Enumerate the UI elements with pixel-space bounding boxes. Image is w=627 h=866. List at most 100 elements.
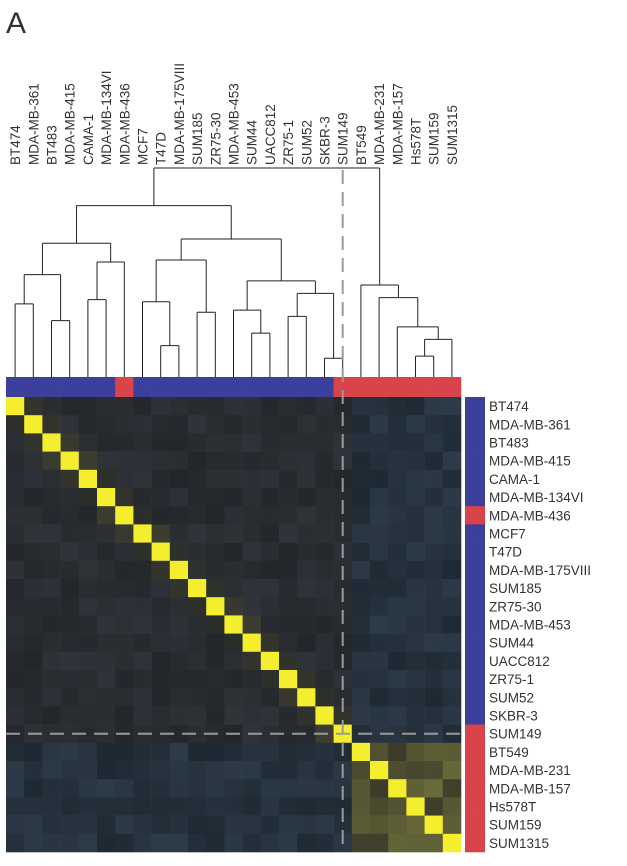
heatmap-cell-BT474-T47D [151,397,171,416]
heatmap-cell-MDA-MB-231-CAMA-1 [78,761,98,780]
col-label-CAMA-1: CAMA-1 [81,114,96,165]
heatmap-cell-SUM44-T47D [151,633,171,653]
col-label-SUM159: SUM159 [427,112,442,165]
cluster-cut-lines [6,170,465,852]
heatmap-cell-UACC812-MDA-MB-453 [224,651,243,671]
cluster-bar-top-SKBR-3 [315,377,334,397]
heatmap-cell-BT483-MDA-MB-157 [388,433,407,452]
heatmap-cell-BT474-SUM159 [424,397,444,416]
heatmap-cell-MCF7-MDA-MB-415 [60,524,80,543]
heatmap-cell-SUM1315-ZR75-1 [279,833,298,853]
heatmap-cell-MDA-MB-231-MDA-MB-231 [370,761,389,780]
heatmap-cell-ZR75-30-MDA-MB-361 [24,597,43,616]
heatmap-cell-SUM52-MDA-MB-361 [24,688,43,707]
heatmap-cell-MDA-MB-134VI-SKBR-3 [315,488,334,507]
heatmap-cell-ZR75-1-BT474 [6,670,25,689]
cluster-bar-right-SUM52 [465,688,485,707]
cluster-bar-right-MDA-MB-231 [465,761,485,780]
heatmap-cell-SUM185-CAMA-1 [78,579,98,598]
cluster-bar-right-MDA-MB-157 [465,779,485,798]
heatmap-cell-T47D-MDA-MB-361 [24,542,43,562]
heatmap-cell-MDA-MB-231-MDA-MB-361 [24,761,43,780]
heatmap-cell-MDA-MB-453-MDA-MB-453 [224,615,243,634]
heatmap-cell-SUM185-SUM52 [297,579,316,598]
cluster-bar-right-T47D [465,542,485,562]
heatmap-cell-SUM149-MDA-MB-231 [370,724,389,744]
heatmap-cell-SUM185-MDA-MB-415 [60,579,80,598]
heatmap-cell-MDA-MB-134VI-MDA-MB-157 [388,488,407,507]
heatmap-cell-SUM185-ZR75-30 [206,579,225,598]
heatmap-cell-MDA-MB-157-ZR75-1 [279,779,298,798]
heatmap-cell-CAMA-1-ZR75-30 [206,469,225,489]
heatmap-cell-MDA-MB-175VIII-BT549 [351,560,371,580]
heatmap-cell-MDA-MB-157-SUM1315 [442,779,462,798]
heatmap-cell-MDA-MB-453-MDA-MB-415 [60,615,80,634]
heatmap-cell-MDA-MB-453-UACC812 [260,615,280,634]
heatmap-cell-SUM159-MDA-MB-231 [370,815,389,835]
heatmap-cell-MDA-MB-157-T47D [151,779,171,798]
heatmap-cell-MDA-MB-415-MDA-MB-231 [370,451,389,471]
cluster-bar-top-MDA-MB-175VIII [169,377,189,397]
heatmap-cell-BT474-MDA-MB-361 [24,397,43,416]
heatmap-cell-BT483-UACC812 [260,433,280,452]
heatmap-cell-MDA-MB-157-Hs578T [406,779,425,798]
heatmap-cell-SUM159-UACC812 [260,815,280,835]
heatmap-cell-ZR75-30-MDA-MB-134VI [97,597,116,616]
heatmap-cell-SUM159-BT483 [42,815,61,835]
heatmap-cell-BT483-MCF7 [133,433,152,452]
heatmap-cell-SUM1315-SUM1315 [442,833,462,853]
heatmap-cell-MDA-MB-415-MDA-MB-415 [60,451,80,471]
heatmap-cell-T47D-MDA-MB-134VI [97,542,116,562]
heatmap-cell-MDA-MB-175VIII-SUM44 [242,560,262,580]
row-label-MDA-MB-453: MDA-MB-453 [489,618,571,633]
heatmap-cell-BT549-MDA-MB-231 [370,742,389,762]
heatmap-cell-ZR75-30-SUM185 [188,597,207,616]
col-label-Hs578T: Hs578T [409,118,424,165]
heatmap-cell-BT549-SUM44 [242,742,262,762]
heatmap-cell-MDA-MB-134VI-BT549 [351,488,371,507]
dendrogram [14,167,453,377]
heatmap-cell-Hs578T-MCF7 [133,797,152,816]
cluster-bar-right-SKBR-3 [465,706,485,725]
heatmap-cell-MDA-MB-175VIII-MDA-MB-157 [388,560,407,580]
heatmap-cell-MDA-MB-134VI-SUM149 [333,488,353,507]
row-label-MCF7: MCF7 [489,527,526,542]
heatmap-cell-MDA-MB-453-SUM185 [188,615,207,634]
heatmap-cell-MDA-MB-361-SKBR-3 [315,415,334,434]
heatmap-cell-UACC812-MDA-MB-231 [370,651,389,671]
heatmap-grid [6,397,462,853]
heatmap-cell-T47D-MDA-MB-436 [115,542,134,562]
heatmap-cell-MDA-MB-453-MDA-MB-436 [115,615,134,634]
heatmap-cell-SUM44-MDA-MB-453 [224,633,243,653]
col-label-SUM149: SUM149 [336,112,351,165]
heatmap-cell-MCF7-BT549 [351,524,371,543]
heatmap-cell-MDA-MB-231-SUM44 [242,761,262,780]
heatmap-cell-MDA-MB-436-MDA-MB-134VI [97,506,116,525]
heatmap-cell-MDA-MB-415-SUM185 [188,451,207,471]
heatmap-cell-T47D-ZR75-30 [206,542,225,562]
heatmap-cell-MDA-MB-453-CAMA-1 [78,615,98,634]
heatmap-cell-MDA-MB-157-BT549 [351,779,371,798]
heatmap-cell-Hs578T-SUM159 [424,797,444,816]
heatmap-cell-Hs578T-Hs578T [406,797,425,816]
row-label-BT474: BT474 [489,399,529,414]
heatmap-cell-BT483-MDA-MB-415 [60,433,80,452]
heatmap-cell-MCF7-MDA-MB-134VI [97,524,116,543]
heatmap-cell-ZR75-30-SUM44 [242,597,262,616]
heatmap-cell-MDA-MB-453-MDA-MB-134VI [97,615,116,634]
heatmap-cell-MDA-MB-415-SUM1315 [442,451,462,471]
row-label-SKBR-3: SKBR-3 [489,709,538,724]
heatmap-cell-ZR75-30-BT483 [42,597,61,616]
heatmap-cell-ZR75-1-MDA-MB-436 [115,670,134,689]
heatmap-cell-CAMA-1-MDA-MB-157 [388,469,407,489]
heatmap-cell-SUM52-MDA-MB-157 [388,688,407,707]
heatmap-cell-SUM185-MDA-MB-134VI [97,579,116,598]
heatmap-cell-MDA-MB-134VI-MDA-MB-361 [24,488,43,507]
heatmap-cell-SUM159-MDA-MB-175VIII [169,815,189,835]
heatmap-cell-ZR75-1-MDA-MB-175VIII [169,670,189,689]
heatmap-cell-MDA-MB-436-UACC812 [260,506,280,525]
heatmap-cell-ZR75-1-SUM185 [188,670,207,689]
heatmap-cell-SUM1315-MDA-MB-453 [224,833,243,853]
heatmap-cell-ZR75-30-MDA-MB-436 [115,597,134,616]
cluster-bar-right-MDA-MB-361 [465,415,485,434]
